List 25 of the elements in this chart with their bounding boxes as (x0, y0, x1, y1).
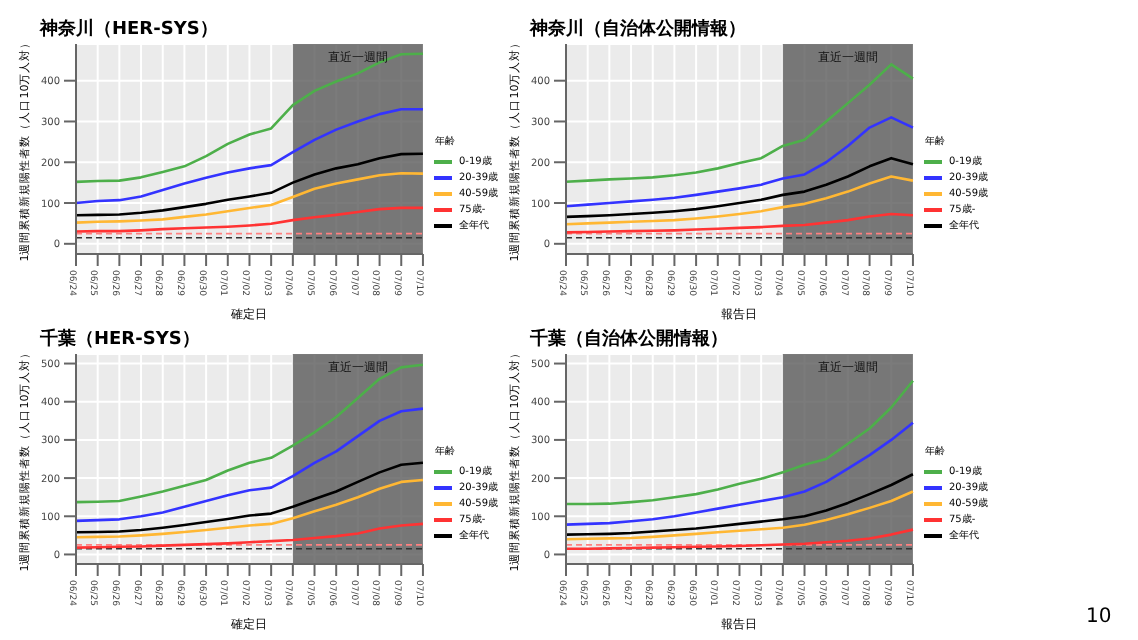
line-series (564, 528, 915, 551)
line-series (74, 171, 425, 224)
chart-title: 千葉（HER-SYS） (38, 326, 202, 350)
line-series (564, 212, 915, 234)
line-series (564, 156, 915, 219)
text: 10 (1086, 606, 1112, 628)
line-series (564, 490, 915, 541)
chart-title: 千葉（自治体公開情報） (528, 326, 730, 350)
line-series (74, 52, 425, 184)
line-series (74, 522, 425, 549)
line-series (564, 472, 915, 536)
line-series (564, 175, 915, 226)
line-series (74, 363, 425, 504)
chart-title: 神奈川（HER-SYS） (37, 16, 220, 40)
line-series (564, 63, 915, 184)
line-series (74, 407, 425, 523)
line-series (74, 478, 425, 539)
line-series (74, 461, 425, 534)
line-series (74, 206, 425, 233)
line-series (74, 107, 425, 205)
line-series (564, 116, 915, 208)
line-series (74, 152, 425, 217)
line-series (564, 379, 915, 506)
line-series (564, 421, 915, 526)
chart-title: 神奈川（自治体公開情報） (527, 16, 748, 40)
